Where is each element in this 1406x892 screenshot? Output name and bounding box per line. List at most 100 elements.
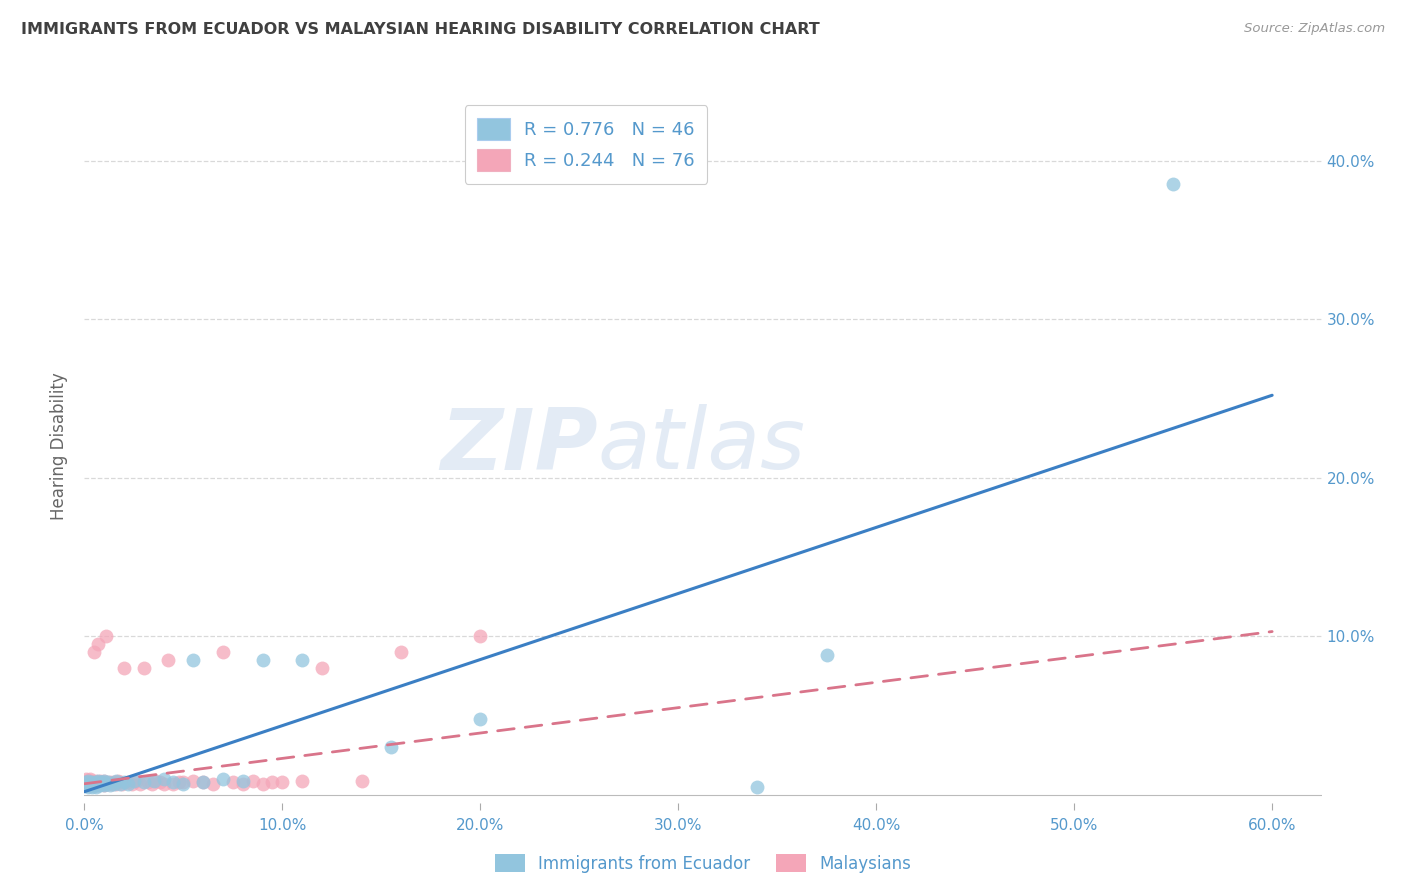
Point xyxy=(380,740,402,755)
Text: atlas: atlas xyxy=(598,404,806,488)
Point xyxy=(128,777,150,791)
Point xyxy=(89,778,111,792)
Point xyxy=(79,777,101,791)
Legend: R = 0.776   N = 46, R = 0.244   N = 76: R = 0.776 N = 46, R = 0.244 N = 76 xyxy=(464,105,707,184)
Point xyxy=(152,772,174,786)
Point xyxy=(82,777,104,791)
Point xyxy=(79,772,101,786)
Point xyxy=(125,773,148,788)
Point xyxy=(83,777,105,791)
Point xyxy=(172,777,194,791)
Point xyxy=(262,775,284,789)
Point xyxy=(169,775,191,789)
Point xyxy=(108,775,131,789)
Point xyxy=(91,775,114,789)
Point xyxy=(291,653,314,667)
Point xyxy=(77,775,100,789)
Point xyxy=(91,775,114,789)
Text: Source: ZipAtlas.com: Source: ZipAtlas.com xyxy=(1244,22,1385,36)
Point xyxy=(212,645,235,659)
Point xyxy=(156,653,179,667)
Point xyxy=(1161,178,1184,192)
Point xyxy=(75,778,97,792)
Point xyxy=(77,777,100,791)
Point xyxy=(105,777,128,791)
Point xyxy=(73,773,96,788)
Point xyxy=(84,780,107,794)
Point xyxy=(84,775,107,789)
Point xyxy=(112,661,135,675)
Text: IMMIGRANTS FROM ECUADOR VS MALAYSIAN HEARING DISABILITY CORRELATION CHART: IMMIGRANTS FROM ECUADOR VS MALAYSIAN HEA… xyxy=(21,22,820,37)
Point xyxy=(117,775,139,789)
Point xyxy=(84,773,107,788)
Point xyxy=(98,778,121,792)
Point xyxy=(94,777,117,791)
Point xyxy=(142,773,165,788)
Point xyxy=(82,775,104,789)
Point xyxy=(94,777,117,791)
Point xyxy=(242,773,264,788)
Point xyxy=(75,772,97,786)
Point xyxy=(87,773,110,788)
Point xyxy=(77,780,100,794)
Point xyxy=(121,777,143,791)
Point xyxy=(87,637,110,651)
Point xyxy=(162,775,184,789)
Point xyxy=(470,712,492,726)
Point xyxy=(91,777,114,791)
Point xyxy=(93,773,115,788)
Point xyxy=(132,661,155,675)
Point xyxy=(79,773,101,788)
Point xyxy=(108,777,131,791)
Point xyxy=(105,773,128,788)
Point xyxy=(98,775,121,789)
Point xyxy=(93,778,115,792)
Point xyxy=(84,777,107,791)
Point xyxy=(252,777,274,791)
Point xyxy=(107,773,129,788)
Point xyxy=(94,629,117,643)
Point xyxy=(93,777,115,791)
Point xyxy=(75,775,97,789)
Point xyxy=(252,653,274,667)
Point xyxy=(111,777,134,791)
Point xyxy=(77,773,100,788)
Point xyxy=(83,775,105,789)
Point xyxy=(87,778,110,792)
Point xyxy=(77,777,100,791)
Point xyxy=(291,773,314,788)
Point xyxy=(73,777,96,791)
Point xyxy=(82,778,104,792)
Point xyxy=(470,629,492,643)
Point xyxy=(87,778,110,792)
Point xyxy=(93,778,115,792)
Point xyxy=(350,773,373,788)
Point xyxy=(75,778,97,792)
Point xyxy=(145,773,167,788)
Point xyxy=(232,777,254,791)
Point xyxy=(82,773,104,788)
Point xyxy=(83,778,105,792)
Point xyxy=(97,775,120,789)
Point xyxy=(117,777,139,791)
Point xyxy=(87,775,110,789)
Point xyxy=(79,778,101,792)
Point xyxy=(122,773,145,788)
Point xyxy=(112,775,135,789)
Point xyxy=(103,775,125,789)
Point xyxy=(103,777,125,791)
Point xyxy=(82,775,104,789)
Point xyxy=(232,773,254,788)
Point xyxy=(181,653,204,667)
Point xyxy=(75,777,97,791)
Point xyxy=(101,777,124,791)
Point xyxy=(389,645,412,659)
Point xyxy=(77,778,100,792)
Point xyxy=(79,778,101,792)
Point xyxy=(97,777,120,791)
Text: ZIP: ZIP xyxy=(440,404,598,488)
Point xyxy=(79,777,101,791)
Point xyxy=(79,775,101,789)
Y-axis label: Hearing Disability: Hearing Disability xyxy=(49,372,67,520)
Point xyxy=(222,775,245,789)
